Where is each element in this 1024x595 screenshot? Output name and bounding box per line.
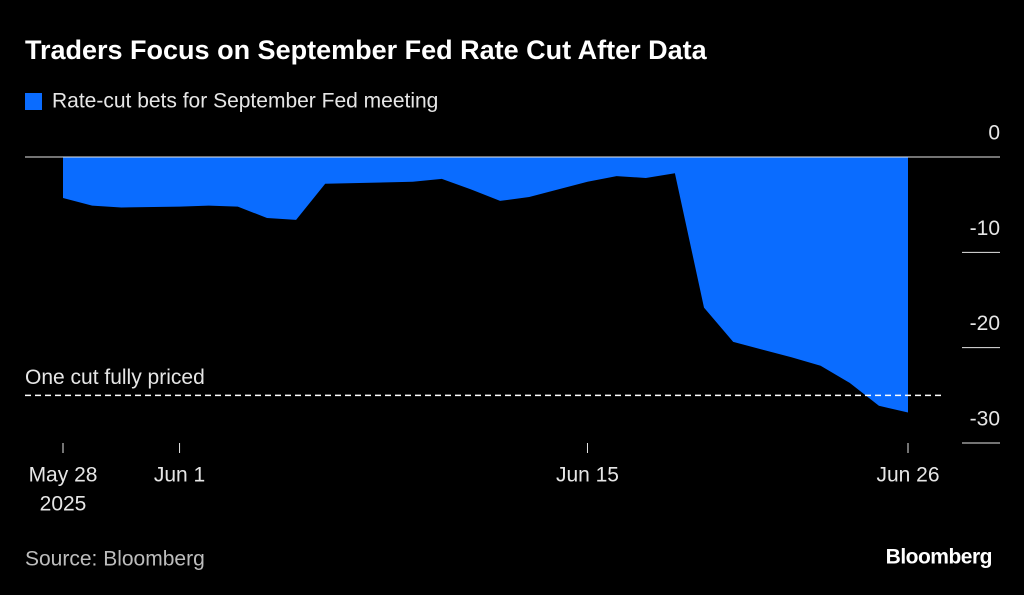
x-year-label: 2025	[40, 493, 87, 516]
y-tick-label: -30	[970, 408, 1000, 431]
brand: Bloomberg	[886, 546, 992, 569]
y-tick-label: -10	[970, 217, 1000, 240]
legend-label: Rate-cut bets for September Fed meeting	[52, 90, 438, 113]
legend-swatch	[25, 93, 42, 110]
x-tick-label: Jun 26	[876, 464, 939, 487]
y-tick-label: -20	[970, 312, 1000, 335]
x-tick-label: May 28	[29, 464, 98, 487]
chart-title: Traders Focus on September Fed Rate Cut …	[25, 35, 708, 65]
source: Source: Bloomberg	[25, 548, 205, 571]
y-tick-label: 0	[988, 122, 1000, 145]
x-tick-label: Jun 15	[556, 464, 619, 487]
x-tick-label: Jun 1	[154, 464, 205, 487]
area	[63, 157, 908, 413]
annotation: One cut fully priced	[25, 366, 205, 389]
